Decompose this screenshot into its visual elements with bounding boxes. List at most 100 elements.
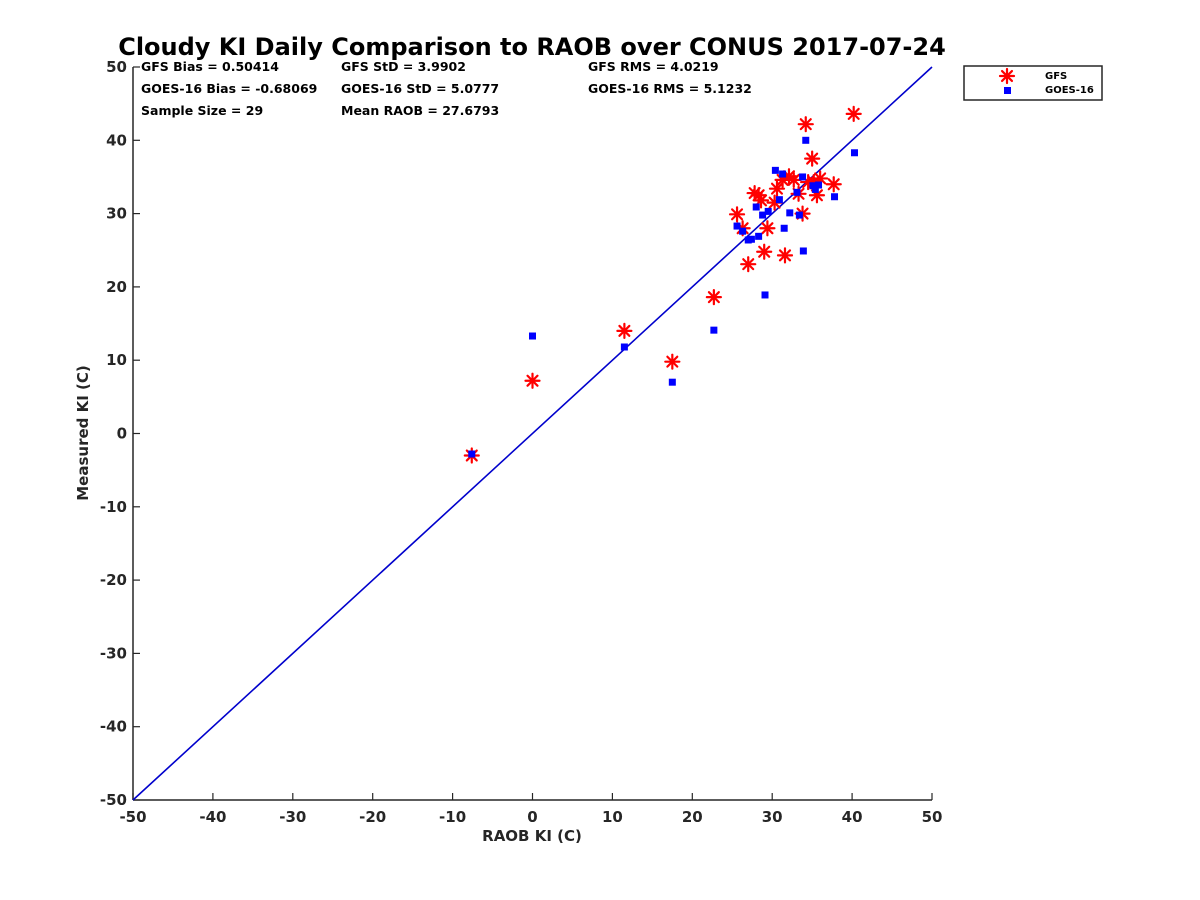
asterisk-stroke [730, 208, 744, 221]
goes-16-point [620, 343, 628, 351]
goes-16-point [779, 170, 787, 178]
legend-box [963, 65, 1103, 101]
goes-16-point [780, 224, 788, 232]
asterisk-stroke [847, 107, 860, 120]
plot-area: -50 -40 -30 -20 -10 0 10 20 30 40 50 -50 -40 -30 -20 -1… [100, 58, 943, 826]
asterisk-stroke [761, 222, 774, 235]
goes-16-point [733, 222, 741, 230]
x-tick-label: 30 [762, 808, 783, 826]
gfs-point [740, 256, 757, 273]
gfs-point [785, 171, 802, 188]
x-tick-label: -40 [199, 808, 226, 826]
goes-16-point [815, 181, 823, 189]
asterisk-stroke [742, 258, 755, 271]
legend-goes-label: GOES-16 [1045, 85, 1094, 96]
stat-goes-rms: GOES-16 RMS = 5.1232 [588, 81, 752, 96]
goes-16-point [795, 211, 803, 219]
gfs-point [825, 176, 842, 193]
asterisk-stroke [778, 249, 792, 262]
goes-16-point [668, 378, 676, 386]
stat-mean-raob: Mean RAOB = 27.6793 [341, 103, 499, 118]
goes-16-point [786, 209, 794, 217]
x-tick-label: 20 [682, 808, 703, 826]
legend-gfs-asterisk [998, 67, 1016, 85]
series-goes-16 [468, 136, 858, 458]
legend-goes-square-icon [1004, 87, 1011, 94]
asterisk-stroke [526, 374, 539, 387]
series-gfs [463, 105, 862, 464]
goes-16-point [759, 211, 767, 219]
goes-16-point [752, 203, 760, 211]
legend-gfs-asterisk-icon [998, 67, 1016, 85]
goes-16-point [811, 185, 819, 193]
stat-goes-std: GOES-16 StD = 5.0777 [341, 81, 499, 96]
stat-gfs-bias: GFS Bias = 0.50414 [141, 59, 279, 74]
gfs-point [776, 247, 794, 264]
asterisk-stroke [707, 291, 720, 304]
y-tick-label: 50 [106, 58, 127, 76]
goes-16-point [771, 166, 779, 174]
gfs-point [797, 116, 814, 133]
goes-16-point [799, 247, 807, 255]
y-tick-label: 0 [117, 425, 127, 443]
stats-annotations: GFS Bias = 0.50414 GOES-16 Bias = -0.680… [141, 59, 752, 118]
y-tick-label: -50 [100, 791, 127, 809]
x-tick-label: 0 [527, 808, 537, 826]
x-tick-label: 10 [602, 808, 623, 826]
asterisk-stroke [1000, 69, 1014, 83]
x-tick-label: -20 [359, 808, 386, 826]
y-tick-label: -40 [100, 718, 127, 736]
stat-sample-size: Sample Size = 29 [141, 103, 263, 118]
asterisk-stroke [799, 118, 812, 131]
asterisk-stroke [618, 324, 631, 337]
goes-16-point [764, 207, 772, 215]
legend-gfs-label: GFS [1045, 71, 1067, 82]
asterisk-stroke [806, 152, 819, 165]
gfs-point [845, 105, 862, 123]
stat-gfs-rms: GFS RMS = 4.0219 [588, 59, 719, 74]
x-tick-label: -10 [439, 808, 466, 826]
stat-goes-bias: GOES-16 Bias = -0.68069 [141, 81, 317, 96]
y-tick-label: 10 [106, 351, 127, 369]
gfs-point [804, 150, 821, 167]
y-axis-label: Measured KI (C) [74, 365, 92, 501]
legend: GFS GOES-16 [963, 65, 1103, 101]
y-tick-label: 40 [106, 131, 127, 149]
x-tick-label: 50 [922, 808, 943, 826]
goes-16-point [802, 136, 810, 144]
x-axis-label: RAOB KI (C) [482, 827, 582, 845]
goes-16-point [809, 182, 817, 190]
goes-16-point [799, 173, 807, 181]
goes-16-point [739, 227, 747, 235]
goes-16-point [761, 291, 769, 299]
gfs-point [759, 220, 776, 237]
goes-16-point [529, 332, 536, 340]
x-tick-label: 40 [842, 808, 863, 826]
gfs-point [728, 206, 746, 223]
axis-ticks: -50 -40 -30 -20 -10 0 10 20 30 40 50 -50 -40 -30 -20 -1… [100, 58, 943, 826]
y-tick-label: -10 [100, 498, 127, 516]
asterisk-stroke [758, 245, 771, 258]
goes-16-point [710, 326, 718, 334]
goes-16-point [468, 450, 476, 458]
gfs-point [524, 372, 541, 389]
y-tick-label: -20 [100, 571, 127, 589]
stat-gfs-std: GFS StD = 3.9902 [341, 59, 466, 74]
asterisk-stroke [666, 355, 679, 368]
chart-title: Cloudy KI Daily Comparison to RAOB over … [118, 33, 946, 61]
goes-16-point [747, 235, 755, 243]
asterisk-stroke [752, 189, 765, 202]
gfs-point [616, 322, 633, 339]
gfs-point [664, 353, 681, 370]
y-tick-label: -30 [100, 644, 127, 662]
y-tick-label: 20 [106, 278, 127, 296]
gfs-point [705, 289, 722, 306]
goes-16-point [850, 149, 858, 157]
y-tick-label: 30 [106, 205, 127, 223]
goes-16-point [793, 188, 801, 196]
goes-16-point [755, 232, 763, 240]
gfs-point [756, 243, 773, 260]
asterisk-stroke [770, 182, 784, 195]
goes-16-point [831, 193, 839, 201]
